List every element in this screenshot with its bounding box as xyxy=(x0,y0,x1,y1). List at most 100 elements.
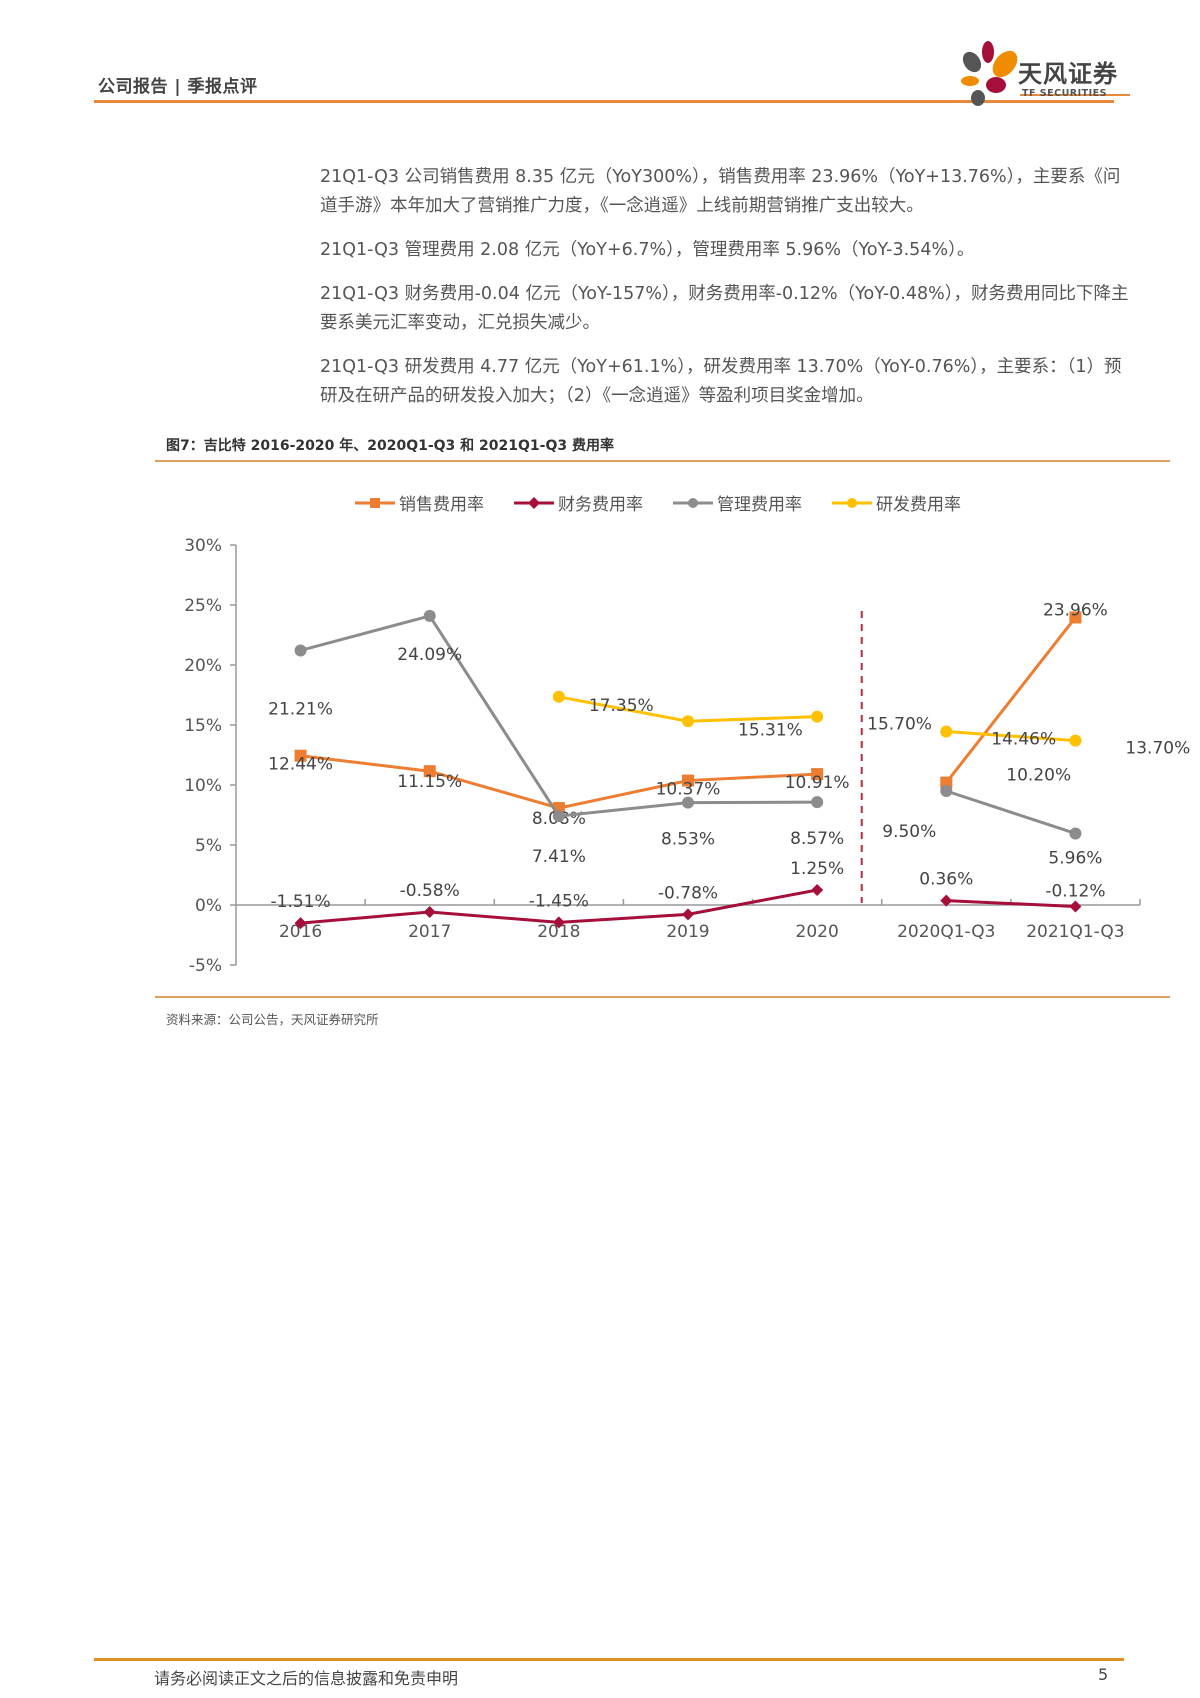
square-marker-icon xyxy=(294,749,307,762)
footer-divider xyxy=(94,1658,1124,1661)
data-label: 15.31% xyxy=(738,720,803,740)
data-label: 13.70% xyxy=(1125,739,1190,759)
x-tick-label: 2016 xyxy=(279,922,322,942)
data-label: 17.35% xyxy=(589,696,654,716)
circle-marker-icon xyxy=(811,710,824,723)
y-tick-label: 0% xyxy=(195,896,222,916)
square-marker-icon xyxy=(682,774,694,787)
x-tick-label: 2018 xyxy=(537,922,580,942)
legend-item-admin: 管理费用率 xyxy=(673,490,802,515)
y-tick-label: 30% xyxy=(184,536,222,556)
circle-marker-icon xyxy=(423,609,436,622)
series-line xyxy=(946,729,1076,743)
logo-text-en: TF SECURITIES xyxy=(1022,88,1107,99)
logo-text-cn: 天风证券 xyxy=(1018,60,1118,88)
legend-label: 销售费用率 xyxy=(399,495,484,515)
data-label: -0.12% xyxy=(1045,881,1105,901)
circle-marker-icon xyxy=(940,725,953,738)
paragraph-sales-expense: 21Q1-Q3 公司销售费用 8.35 亿元（YoY300%），销售费用率 23… xyxy=(320,167,1121,216)
diamond-marker-icon xyxy=(552,916,565,929)
footer-disclaimer: 请务必阅读正文之后的信息披露和免责申明 xyxy=(154,1669,459,1688)
circle-marker-icon xyxy=(682,715,694,728)
paragraph-admin-expense: 21Q1-Q3 管理费用 2.08 亿元（YoY+6.7%），管理费用率 5.9… xyxy=(320,240,975,260)
x-tick-label: 2020 xyxy=(796,922,839,942)
data-label: 14.46% xyxy=(991,729,1056,749)
circle-marker-icon xyxy=(832,497,872,508)
circle-marker-icon xyxy=(1069,734,1082,747)
circle-marker-icon xyxy=(294,644,307,657)
circle-marker-icon xyxy=(811,796,824,809)
data-label: 0.36% xyxy=(919,870,973,890)
circle-marker-icon xyxy=(552,810,565,823)
diamond-marker-icon xyxy=(294,917,307,930)
square-marker-icon xyxy=(940,776,953,789)
data-label: -1.45% xyxy=(529,891,589,911)
legend-item-rd: 研发费用率 xyxy=(832,490,961,515)
figure-title: 图7：吉比特 2016-2020 年、2020Q1-Q3 和 2021Q1-Q3… xyxy=(166,438,614,454)
circle-marker-icon xyxy=(552,690,565,703)
tf-securities-logo-icon xyxy=(961,41,1130,106)
diamond-marker-icon xyxy=(514,496,554,509)
paragraph-finance-expense: 21Q1-Q3 财务费用-0.04 亿元（YoY-157%），财务费用率-0.1… xyxy=(320,284,1129,333)
data-label: 11.15% xyxy=(397,772,462,792)
section-label: 公司报告 | 季报点评 xyxy=(98,77,258,97)
legend-label: 管理费用率 xyxy=(717,495,802,515)
data-label: -0.58% xyxy=(400,881,460,901)
paragraph-rd-expense: 21Q1-Q3 研发费用 4.77 亿元（YoY+61.1%），研发费用率 13… xyxy=(320,357,1122,406)
data-label: 10.91% xyxy=(785,773,850,793)
data-label: 7.41% xyxy=(532,847,586,867)
data-label: 23.96% xyxy=(1043,600,1108,620)
series-line xyxy=(946,899,1076,908)
legend-item-sales: 销售费用率 xyxy=(355,490,484,515)
data-label: -0.78% xyxy=(658,883,718,903)
data-label: 24.09% xyxy=(397,645,462,665)
figure-bottom-divider xyxy=(155,996,1170,998)
page-number: 5 xyxy=(1098,1665,1109,1684)
legend-label: 财务费用率 xyxy=(558,495,643,515)
legend-item-finance: 财务费用率 xyxy=(514,490,643,515)
y-tick-label: 25% xyxy=(184,596,222,616)
square-marker-icon xyxy=(355,497,395,508)
chart-legend: 销售费用率 财务费用率 管理费用率 研发费用率 xyxy=(355,490,961,515)
figure-top-divider xyxy=(155,460,1170,462)
data-label: 8.53% xyxy=(661,830,715,850)
legend-label: 研发费用率 xyxy=(876,495,961,515)
x-tick-label: 2019 xyxy=(666,922,709,942)
data-label: 8.57% xyxy=(790,829,844,849)
data-label: 9.50% xyxy=(882,822,936,842)
header-divider xyxy=(94,100,1114,103)
y-tick-label: 15% xyxy=(184,716,222,736)
data-label: 1.25% xyxy=(790,859,844,879)
y-tick-label: -5% xyxy=(189,956,222,976)
y-tick-label: 5% xyxy=(195,836,222,856)
x-tick-label: 2017 xyxy=(408,922,451,942)
data-label: 15.70% xyxy=(867,715,932,735)
x-tick-label: 2020Q1-Q3 xyxy=(897,922,995,942)
series-line xyxy=(300,754,818,810)
data-label: 10.37% xyxy=(656,780,721,800)
diamond-marker-icon xyxy=(1069,900,1082,913)
diamond-marker-icon xyxy=(682,908,694,921)
circle-marker-icon xyxy=(940,785,953,797)
square-marker-icon xyxy=(423,765,436,778)
data-label: 5.96% xyxy=(1048,848,1102,868)
figure-source: 资料来源：公司公告，天风证券研究所 xyxy=(166,1012,379,1027)
expense-ratio-line-chart: 30% 25% 20% 15% 10% 5% 0% -5% 2016 2017 2018 2019 20… xyxy=(184,536,1190,976)
diamond-marker-icon xyxy=(940,894,953,907)
circle-marker-icon xyxy=(682,796,694,809)
x-tick-label: 2021Q1-Q3 xyxy=(1026,922,1124,942)
diamond-marker-icon xyxy=(811,884,824,896)
series-line xyxy=(945,616,1077,784)
data-label: 21.21% xyxy=(268,699,333,719)
series-line xyxy=(945,789,1076,835)
series-line xyxy=(300,614,818,818)
data-label: -1.51% xyxy=(271,892,331,912)
circle-marker-icon xyxy=(1069,827,1082,840)
y-tick-label: 10% xyxy=(184,776,222,796)
square-marker-icon xyxy=(811,768,824,781)
data-label: 10.20% xyxy=(1006,766,1071,786)
circle-marker-icon xyxy=(673,497,713,508)
square-marker-icon xyxy=(1069,611,1082,624)
data-label: 12.44% xyxy=(268,755,333,775)
diamond-marker-icon xyxy=(423,905,436,918)
